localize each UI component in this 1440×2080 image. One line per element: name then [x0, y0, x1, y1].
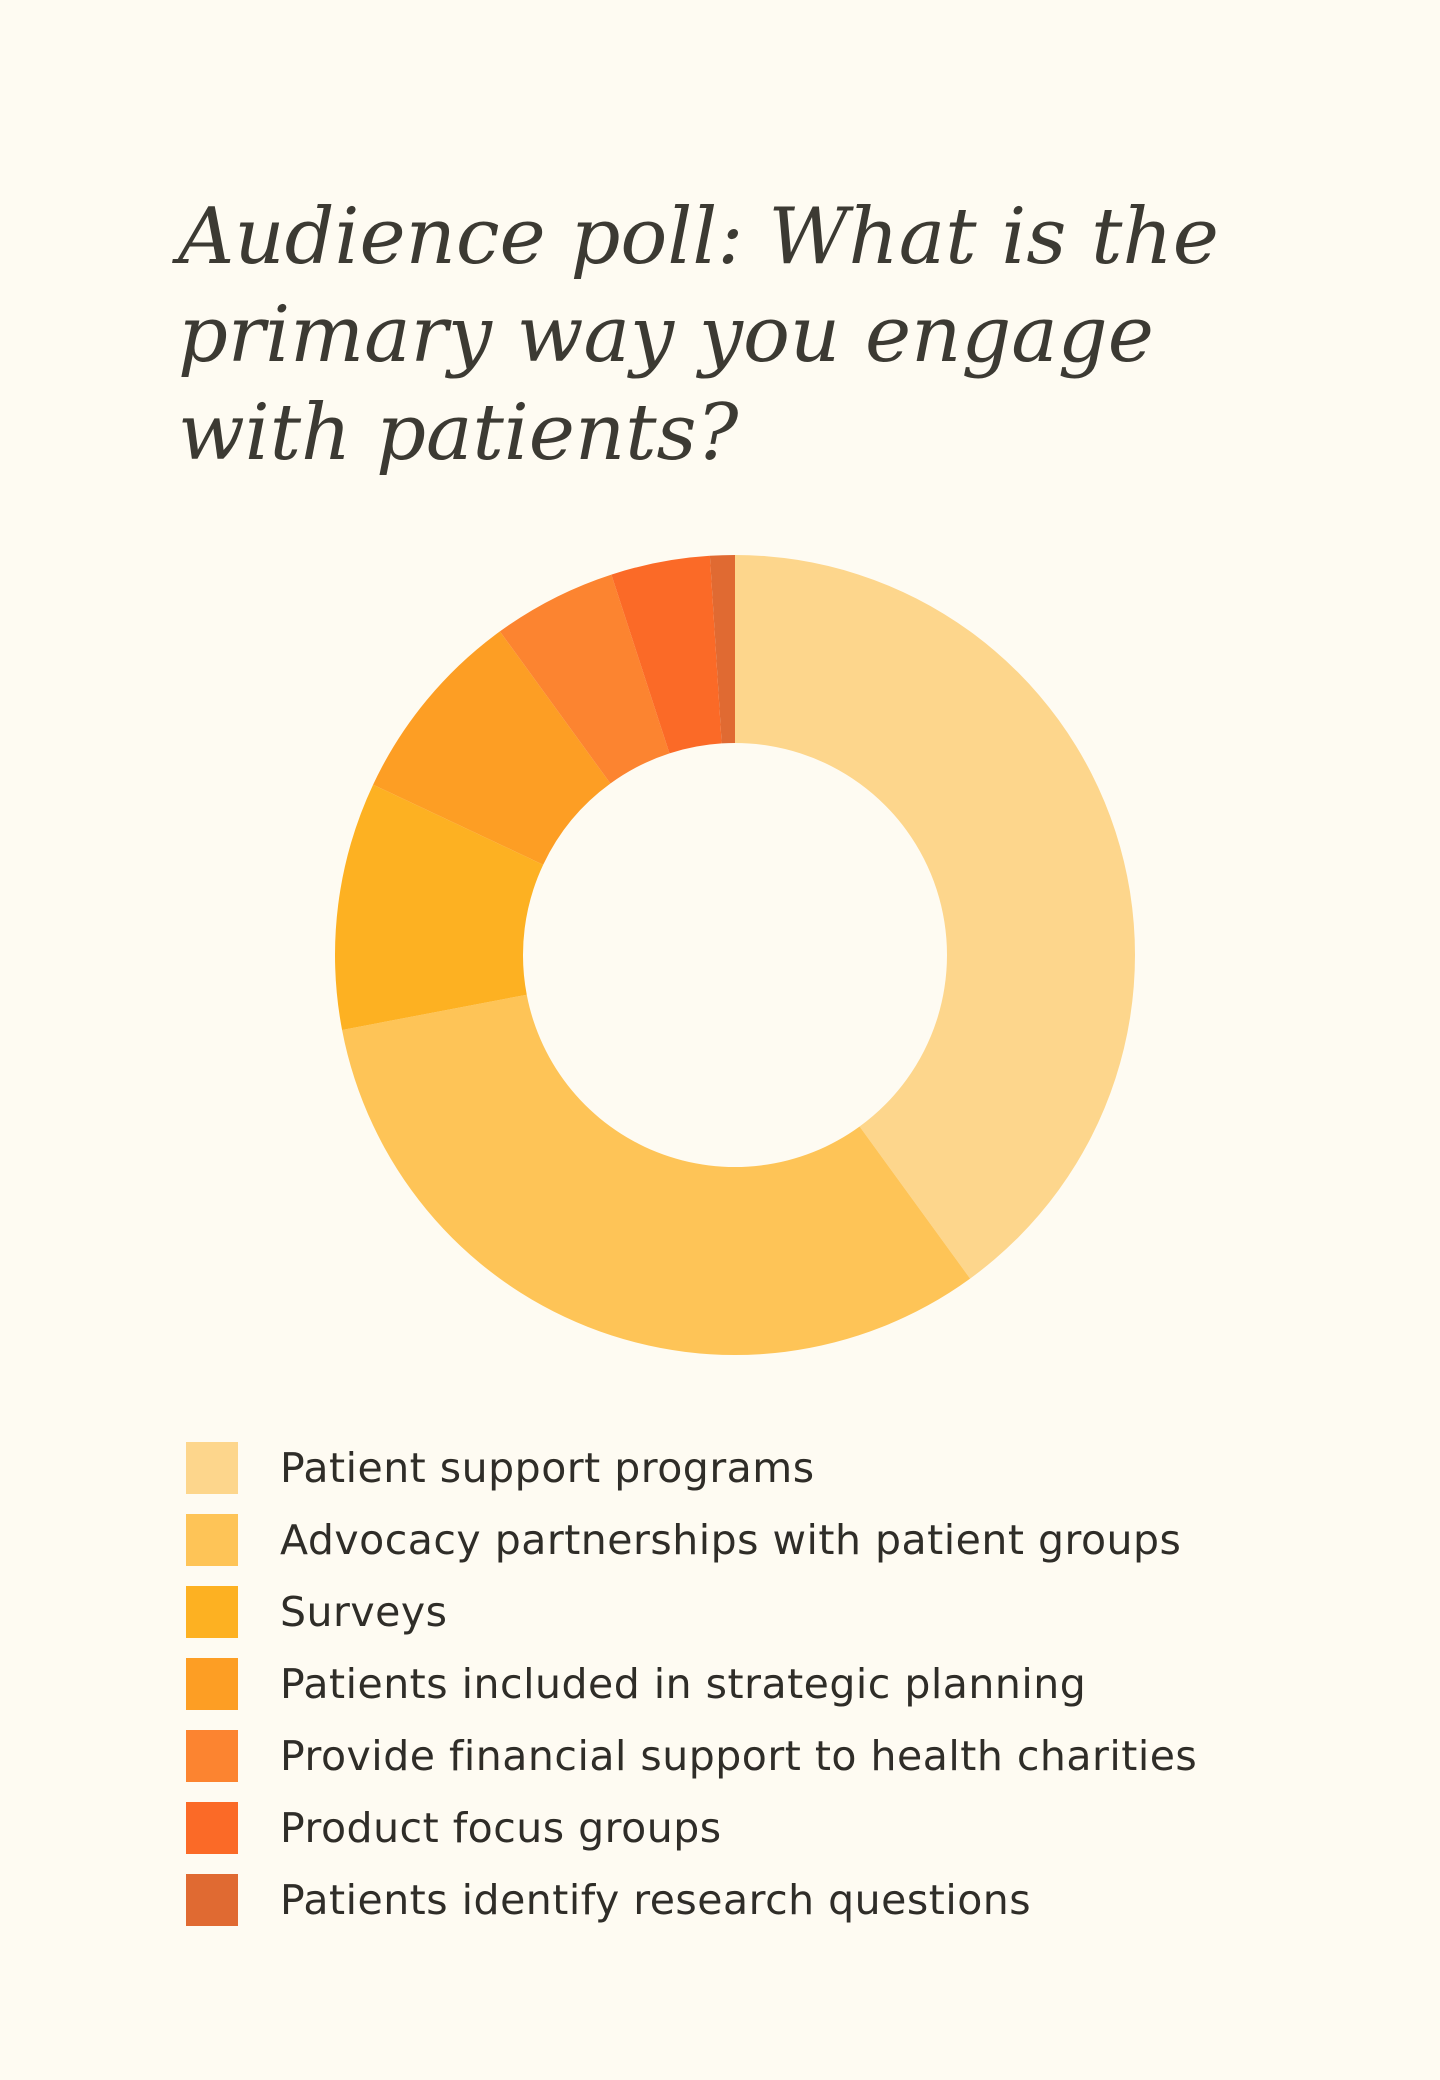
legend-label: Advocacy partnerships with patient group…: [280, 1516, 1182, 1564]
legend-label: Provide financial support to health char…: [280, 1732, 1198, 1780]
legend-swatch: [186, 1874, 238, 1926]
legend-item: Surveys: [186, 1576, 1197, 1648]
donut-slice: [499, 574, 670, 784]
donut-slice: [735, 555, 1135, 1279]
legend-item: Provide financial support to health char…: [186, 1720, 1197, 1792]
legend-label: Patients identify research questions: [280, 1876, 1032, 1924]
legend-swatch: [186, 1442, 238, 1494]
legend-item: Advocacy partnerships with patient group…: [186, 1504, 1197, 1576]
donut-slice: [373, 631, 611, 865]
legend-label: Product focus groups: [280, 1804, 722, 1852]
chart-title: Audience poll: What is the primary way y…: [178, 192, 1219, 478]
legend-item: Patients included in strategic planning: [186, 1648, 1197, 1720]
legend-swatch: [186, 1802, 238, 1854]
legend-item: Patients identify research questions: [186, 1864, 1197, 1936]
legend-swatch: [186, 1514, 238, 1566]
donut-slice: [709, 555, 735, 744]
chart-legend: Patient support programs Advocacy partner…: [186, 1432, 1197, 1936]
legend-swatch: [186, 1730, 238, 1782]
donut-slice: [342, 994, 971, 1355]
legend-label: Surveys: [280, 1588, 448, 1636]
legend-item: Patient support programs: [186, 1432, 1197, 1504]
donut-chart: [335, 555, 1135, 1355]
legend-label: Patient support programs: [280, 1444, 815, 1492]
legend-swatch: [186, 1658, 238, 1710]
donut-slice: [335, 784, 544, 1030]
donut-slice: [611, 555, 722, 754]
legend-item: Product focus groups: [186, 1792, 1197, 1864]
legend-label: Patients included in strategic planning: [280, 1660, 1087, 1708]
legend-swatch: [186, 1586, 238, 1638]
